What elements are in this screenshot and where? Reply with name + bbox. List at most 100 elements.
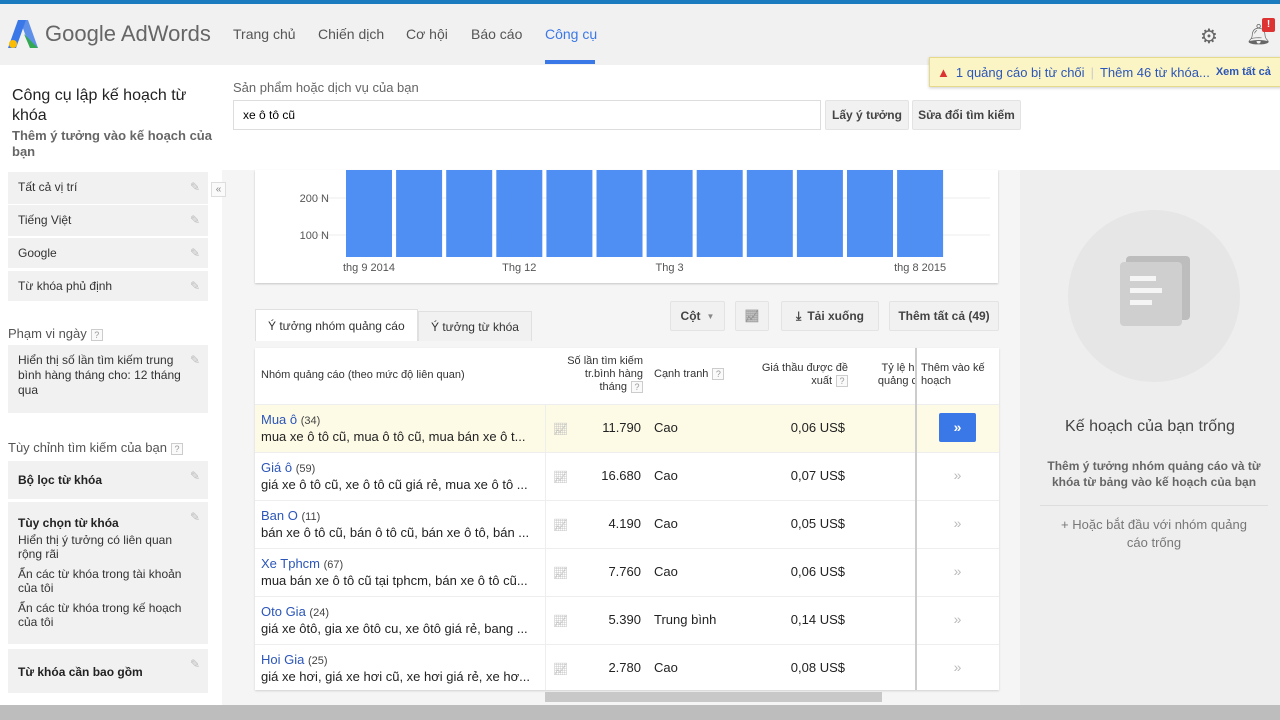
nav-tools[interactable]: Công cụ	[545, 26, 598, 42]
start-empty-ad-group-link[interactable]: + Hoặc bắt đầu với nhóm quảng cáo trống	[1061, 517, 1247, 550]
pencil-icon[interactable]: ✎	[189, 180, 200, 194]
pencil-icon[interactable]: ✎	[189, 657, 200, 671]
group-cell: Mua ô (34) mua xe ô tô cũ, mua ô tô cũ, m…	[261, 412, 525, 445]
pencil-icon[interactable]: ✎	[189, 353, 200, 367]
app-name[interactable]: Google AdWords	[45, 21, 211, 46]
targeting-location[interactable]: Tất cả vị trí ✎	[8, 172, 208, 204]
group-cell: Hoi Gia (25) giá xe hơi, giá xe hơi cũ, x…	[261, 652, 530, 685]
header-impression-share[interactable]: Tỷ lệ hi quảng c	[877, 362, 917, 387]
top-accent-bar	[0, 0, 1280, 4]
chart-bar	[396, 170, 443, 257]
header-searches[interactable]: Số lần tìm kiếm tr.bình hàng tháng?	[555, 355, 643, 394]
chart-icon[interactable]: 📈︎	[735, 301, 769, 331]
pencil-icon[interactable]: ✎	[189, 510, 200, 524]
add-to-plan-button[interactable]: »	[953, 659, 962, 675]
columns-dropdown[interactable]: Cột ▼	[670, 301, 725, 331]
divider	[545, 645, 546, 690]
negative-keywords-value: Từ khóa phủ định	[18, 279, 113, 293]
added-keywords-link[interactable]: Thêm 46 từ khóa...	[1099, 64, 1210, 80]
horizontal-scrollbar[interactable]	[545, 692, 882, 702]
trend-chart-icon[interactable]: 📈︎	[553, 662, 569, 676]
trend-chart-icon[interactable]: 📈︎	[553, 422, 569, 436]
targeting-language[interactable]: Tiếng Việt ✎	[8, 205, 208, 236]
add-to-plan-button[interactable]: »	[953, 515, 962, 531]
help-icon[interactable]: ?	[712, 368, 725, 381]
option-item: Ẩn các từ khóa trong tài khoản của tôi	[18, 567, 182, 595]
gear-icon[interactable]: ⚙	[1200, 26, 1218, 48]
download-button[interactable]: ⤓ Tải xuống	[781, 301, 879, 331]
competition: Cao	[654, 564, 678, 579]
rejected-ads-link[interactable]: 1 quảng cáo bị từ chối	[955, 64, 1085, 80]
targeting-network[interactable]: Google ✎	[8, 238, 208, 268]
customize-title: Tùy chỉnh tìm kiếm của bạn	[8, 440, 167, 455]
table-row: Hoi Gia (25) giá xe hơi, giá xe hơi cũ, x…	[255, 644, 999, 690]
competition: Trung bình	[654, 612, 717, 627]
pencil-icon[interactable]: ✎	[189, 246, 200, 260]
header-competition[interactable]: Cạnh tranh?	[654, 368, 725, 381]
group-keywords: bán xe ô tô cũ, bán ô tô cũ, bán xe ô tô…	[261, 525, 530, 540]
keyword-options-card[interactable]: Tùy chọn từ khóa Hiển thị ý tưởng có liê…	[8, 502, 208, 644]
trend-chart-icon[interactable]: 📈︎	[553, 566, 569, 580]
group-name-link[interactable]: Mua ô	[261, 412, 298, 427]
document-icon	[1120, 262, 1182, 326]
keyword-count: (67)	[323, 559, 344, 571]
group-cell: Ban O (11) bán xe ô tô cũ, bán ô tô cũ, b…	[261, 508, 529, 541]
table-header: Nhóm quảng cáo (theo mức độ liên quan) S…	[255, 348, 999, 404]
get-ideas-button[interactable]: Lấy ý tưởng	[825, 100, 909, 130]
nav-opportunities[interactable]: Cơ hội	[406, 26, 448, 42]
see-all-link[interactable]: Xem tất cả	[1215, 66, 1271, 78]
language-value: Tiếng Việt	[18, 213, 72, 227]
help-icon[interactable]: ?	[836, 375, 848, 388]
add-all-button[interactable]: Thêm tất cả (49)	[889, 301, 999, 331]
help-icon[interactable]: ?	[631, 381, 643, 394]
collapse-sidebar-button[interactable]: «	[211, 182, 226, 197]
help-icon[interactable]: ?	[90, 328, 103, 341]
nav-campaigns[interactable]: Chiến dịch	[318, 26, 385, 42]
pencil-icon[interactable]: ✎	[189, 469, 200, 483]
pencil-icon[interactable]: ✎	[189, 213, 200, 227]
column-divider	[915, 348, 917, 690]
competition: Cao	[654, 420, 678, 435]
keyword-filter-card[interactable]: Bộ lọc từ khóa ✎	[8, 461, 208, 499]
group-name-link[interactable]: Giá ô	[261, 460, 293, 475]
group-name-link[interactable]: Ban O	[261, 508, 298, 523]
competition: Cao	[654, 660, 678, 675]
group-name-link[interactable]: Oto Gia	[261, 604, 306, 619]
header-add-to-plan: Thêm vào kế hoạch	[921, 362, 985, 387]
download-label: Tải xuống	[807, 309, 864, 323]
modify-search-button[interactable]: Sửa đổi tìm kiếm	[912, 100, 1021, 130]
group-keywords: giá xe ôtô, gia xe ôtô cu, xe ôtô giá rẻ…	[261, 621, 528, 636]
add-to-plan-button[interactable]: »	[953, 563, 962, 579]
page-subtitle: Thêm ý tưởng vào kế hoạch của bạn	[12, 128, 212, 159]
trend-chart-icon[interactable]: 📈︎	[553, 470, 569, 484]
tab-ad-group-ideas[interactable]: Ý tưởng nhóm quảng cáo	[255, 309, 418, 341]
table-row: Mua ô (34) mua xe ô tô cũ, mua ô tô cũ, m…	[255, 404, 999, 453]
avg-monthly-searches: 11.790	[602, 420, 641, 435]
product-search-input[interactable]	[233, 100, 821, 130]
x-tick-label: Thg 3	[656, 262, 684, 274]
help-icon[interactable]: ?	[170, 442, 183, 455]
header-bid[interactable]: Giá thầu được đề xuất?	[760, 362, 848, 388]
avg-monthly-searches: 7.760	[608, 564, 641, 579]
group-keywords: giá xe hơi, giá xe hơi cũ, xe hơi giá rẻ…	[261, 669, 530, 684]
header-group[interactable]: Nhóm quảng cáo (theo mức độ liên quan)	[261, 369, 465, 381]
adwords-logo-icon[interactable]	[8, 20, 38, 48]
add-to-plan-button[interactable]: »	[953, 611, 962, 627]
nav-reports[interactable]: Báo cáo	[471, 26, 523, 42]
add-to-plan-button[interactable]: »	[953, 467, 962, 483]
include-keywords-card[interactable]: Từ khóa cần bao gồm ✎	[8, 649, 208, 693]
tab-keyword-ideas[interactable]: Ý tưởng từ khóa	[418, 311, 532, 341]
targeting-negative-keywords[interactable]: Từ khóa phủ định ✎	[8, 271, 208, 301]
add-to-plan-button[interactable]: »	[939, 413, 976, 442]
trend-chart-icon[interactable]: 📈︎	[553, 518, 569, 532]
group-name-link[interactable]: Xe Tphcm	[261, 556, 321, 571]
header-bid-label: Giá thầu được đề xuất	[761, 362, 848, 387]
date-range-card[interactable]: Hiển thị số lần tìm kiếm trung bình hàng…	[8, 345, 208, 413]
group-name-link[interactable]: Hoi Gia	[261, 652, 305, 667]
table-row: Xe Tphcm (67) mua bán xe ô tô cũ tại tphc…	[255, 548, 999, 597]
trend-chart-icon[interactable]: 📈︎	[553, 614, 569, 628]
option-item: Ẩn các từ khóa trong kế hoạch của tôi	[18, 601, 182, 629]
pencil-icon[interactable]: ✎	[189, 279, 200, 293]
nav-home[interactable]: Trang chủ	[233, 26, 296, 42]
x-tick-label: thg 9 2014	[343, 262, 395, 274]
